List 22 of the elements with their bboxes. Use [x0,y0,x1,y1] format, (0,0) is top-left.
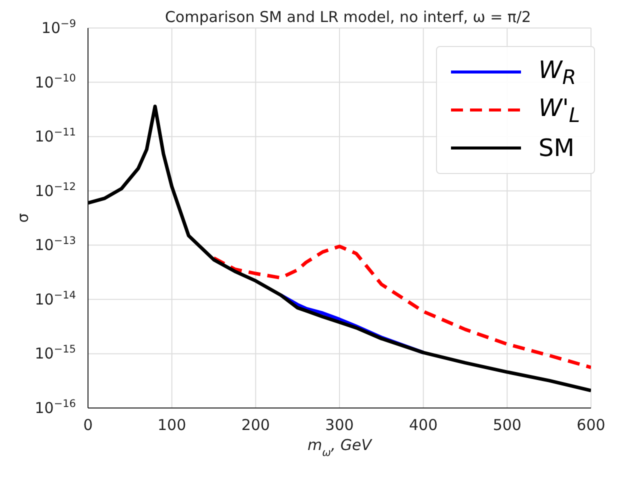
y-tick-label: 10$^{−13}$ [34,235,76,254]
x-tick-label: 300 [325,416,354,434]
x-tick-label: 100 [158,416,186,434]
y-tick-label: 10$^{−9}$ [41,18,76,37]
x-tick-label: 0 [83,416,93,434]
x-tick-label: 600 [576,416,606,434]
y-axis-title: σ [14,212,32,223]
legend-label: SM [538,134,574,162]
y-tick-label: 10$^{−10}$ [34,72,76,92]
legend-label: W$_{R}$ [538,56,576,88]
x-tick-label: 500 [492,416,522,434]
y-tick-label: 10$^{−14}$ [34,289,76,308]
y-tick-label: 10$^{−12}$ [34,180,76,200]
y-tick-label: 10$^{−11}$ [34,126,76,146]
chart-title: Comparison SM and LR model, no interf, ω = π/2 [164,8,532,26]
x-tick-label: 400 [409,416,438,434]
line-series [212,244,591,370]
x-axis-title: m$_{ω}$, GeV [307,436,374,459]
x-tick-label: 200 [241,416,270,434]
y-tick-label: 10$^{−16}$ [34,398,76,417]
y-tick-label: 10$^{−15}$ [34,344,76,363]
legend-label: W'$_{L}$ [538,94,580,126]
